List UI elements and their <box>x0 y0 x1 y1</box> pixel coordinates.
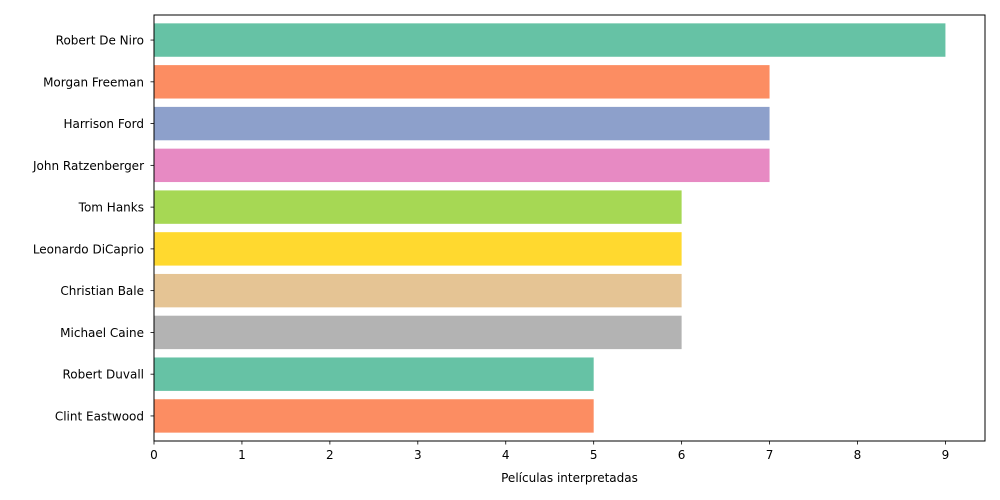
bars-group <box>154 23 946 433</box>
x-tick-label: 7 <box>766 448 774 462</box>
y-tick-label: Robert Duvall <box>62 368 144 382</box>
x-tick-label: 0 <box>150 448 158 462</box>
y-tick-label: Christian Bale <box>60 284 144 298</box>
y-tick-label: Harrison Ford <box>63 117 144 131</box>
y-tick-label: Tom Hanks <box>78 201 144 215</box>
y-tick-label: Michael Caine <box>60 326 144 340</box>
y-tick-label: Morgan Freeman <box>43 75 144 89</box>
x-axis: 0 1 2 3 4 5 6 7 8 9 <box>150 441 949 462</box>
x-tick-label: 6 <box>678 448 686 462</box>
bar-john-ratzenberger <box>154 148 770 183</box>
x-axis-title: Películas interpretadas <box>501 471 638 485</box>
x-tick-label: 5 <box>590 448 598 462</box>
bar-morgan-freeman <box>154 65 770 99</box>
bar-leonardo-dicaprio <box>154 232 682 266</box>
y-tick-label: Leonardo DiCaprio <box>33 242 144 256</box>
x-tick-label: 1 <box>238 448 246 462</box>
plot-frame <box>153 14 986 442</box>
bar-robert-duvall <box>154 357 594 391</box>
y-tick-label: John Ratzenberger <box>32 159 144 173</box>
x-tick-label: 8 <box>854 448 862 462</box>
bar-michael-caine <box>154 315 682 350</box>
bar-robert-de-niro <box>154 23 946 57</box>
bar-tom-hanks <box>154 190 682 224</box>
x-tick-label: 4 <box>502 448 510 462</box>
y-axis: Robert De Niro Morgan Freeman Harrison For… <box>32 34 154 423</box>
bar-harrison-ford <box>154 106 770 141</box>
y-tick-label: Clint Eastwood <box>55 409 144 423</box>
x-tick-label: 2 <box>326 448 334 462</box>
bar-christian-bale <box>154 273 682 308</box>
x-tick-label: 9 <box>942 448 950 462</box>
y-tick-label: Robert De Niro <box>56 34 144 48</box>
x-tick-label: 3 <box>414 448 422 462</box>
bar-clint-eastwood <box>154 399 594 433</box>
